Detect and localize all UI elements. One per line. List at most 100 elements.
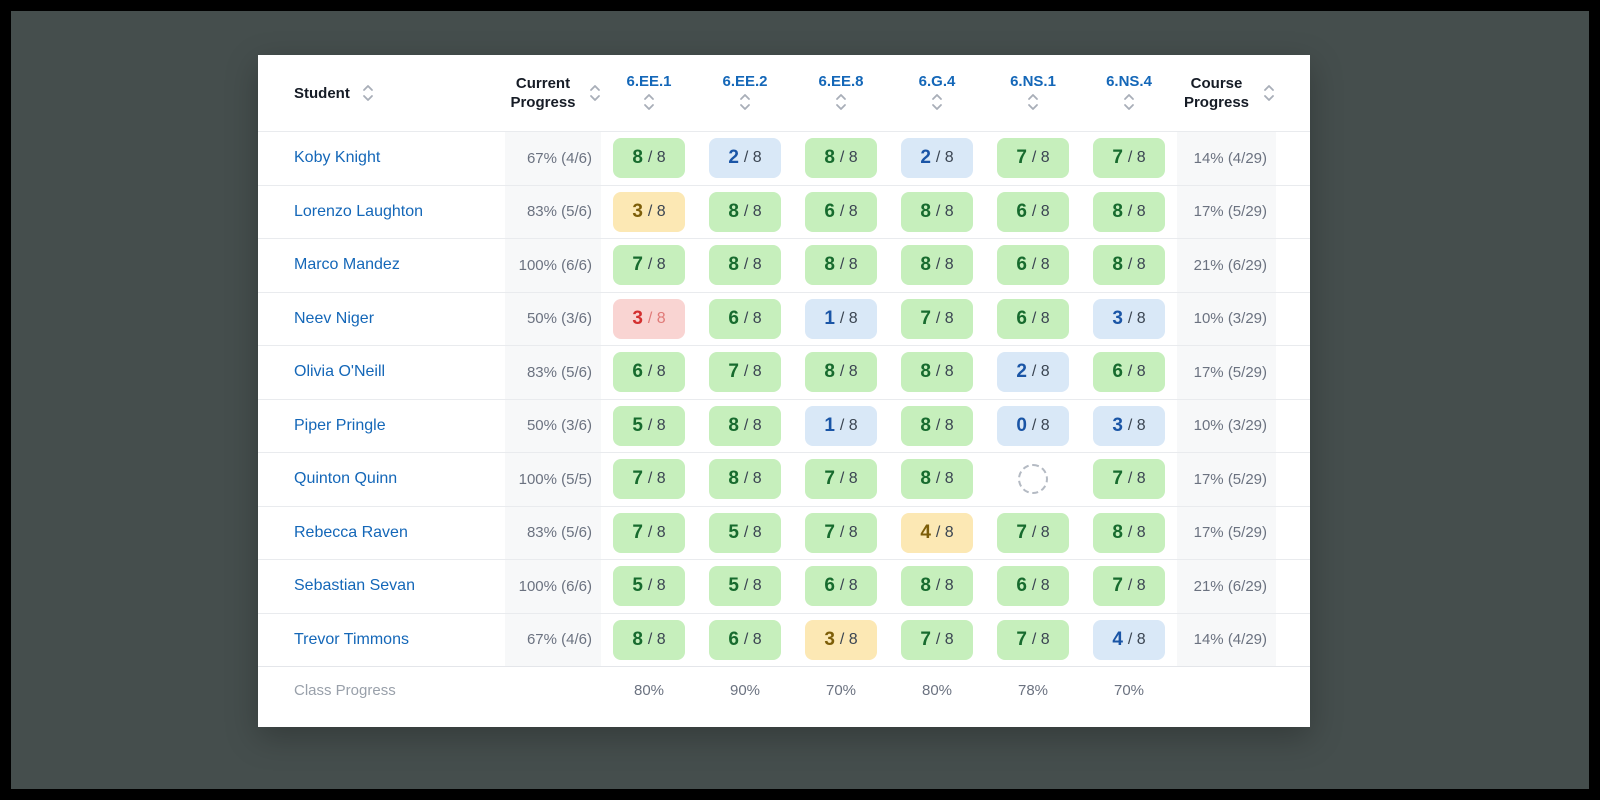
score-chip[interactable]: 8/ 8 xyxy=(709,245,781,286)
student-link[interactable]: Trevor Timmons xyxy=(294,630,409,648)
score-chip[interactable]: 3/ 8 xyxy=(613,298,685,339)
score-chip[interactable]: 2/ 8 xyxy=(709,138,781,179)
column-header-standard[interactable]: 6.G.4 xyxy=(889,73,985,113)
score-chip[interactable]: 7/ 8 xyxy=(997,138,1069,179)
column-header-standard[interactable]: 6.NS.4 xyxy=(1081,73,1177,113)
student-link[interactable]: Olivia O'Neill xyxy=(294,363,386,381)
score-chip[interactable]: 8/ 8 xyxy=(901,459,973,500)
score-cell: 5/ 8 xyxy=(697,560,793,613)
score-chip[interactable]: 3/ 8 xyxy=(613,191,685,232)
course-progress-value: 14% (4/29) xyxy=(1177,132,1276,185)
column-header-standard[interactable]: 6.NS.1 xyxy=(985,73,1081,113)
score-chip[interactable]: 4/ 8 xyxy=(1093,619,1165,660)
score-chip[interactable]: 8/ 8 xyxy=(709,191,781,232)
standard-link[interactable]: 6.G.4 xyxy=(918,73,956,90)
student-link[interactable]: Lorenzo Laughton xyxy=(294,202,423,220)
score-chip[interactable]: 7/ 8 xyxy=(997,619,1069,660)
score-chip[interactable]: 6/ 8 xyxy=(997,566,1069,607)
score-chip[interactable]: 4/ 8 xyxy=(901,512,973,553)
score-chip[interactable]: 0/ 8 xyxy=(997,405,1069,446)
score-chip[interactable]: 7/ 8 xyxy=(805,512,877,553)
column-header-student[interactable]: Student xyxy=(258,82,505,104)
score-chip[interactable]: 8/ 8 xyxy=(613,138,685,179)
score-chip[interactable]: 6/ 8 xyxy=(997,298,1069,339)
score-chip[interactable]: 2/ 8 xyxy=(901,138,973,179)
score-chip[interactable]: 7/ 8 xyxy=(901,298,973,339)
score-chip[interactable]: 5/ 8 xyxy=(709,566,781,607)
score-chip[interactable]: 6/ 8 xyxy=(709,298,781,339)
score-cell: 8/ 8 xyxy=(697,400,793,453)
score-chip[interactable]: 5/ 8 xyxy=(613,405,685,446)
score-chip[interactable]: 3/ 8 xyxy=(1093,405,1165,446)
score-chip[interactable]: 7/ 8 xyxy=(1093,459,1165,500)
score-chip[interactable]: 8/ 8 xyxy=(709,405,781,446)
score-max: / 8 xyxy=(1031,523,1050,541)
table-footer: Class Progress 80% 90% 70% 80% 78% 70% xyxy=(258,666,1310,714)
score-max: / 8 xyxy=(839,202,858,220)
score-chip[interactable]: 7/ 8 xyxy=(613,512,685,553)
score-chip[interactable]: 2/ 8 xyxy=(997,352,1069,393)
score-chip[interactable]: 8/ 8 xyxy=(901,405,973,446)
score-chip[interactable]: 8/ 8 xyxy=(1093,245,1165,286)
score-chip[interactable]: 7/ 8 xyxy=(1093,138,1165,179)
standard-link[interactable]: 6.EE.2 xyxy=(722,73,768,90)
score-chip[interactable]: 3/ 8 xyxy=(805,619,877,660)
student-link[interactable]: Sebastian Sevan xyxy=(294,577,415,595)
score-max: / 8 xyxy=(743,309,762,327)
score-chip[interactable]: 5/ 8 xyxy=(709,512,781,553)
column-header-standard[interactable]: 6.EE.2 xyxy=(697,73,793,113)
score-chip[interactable]: 8/ 8 xyxy=(613,619,685,660)
student-link[interactable]: Neev Niger xyxy=(294,309,375,327)
score-chip[interactable]: 8/ 8 xyxy=(901,245,973,286)
score-chip[interactable]: 6/ 8 xyxy=(1093,352,1165,393)
column-header-current-progress[interactable]: Current Progress xyxy=(505,74,601,112)
score-cell: 7/ 8 xyxy=(1081,453,1177,506)
score-chip[interactable]: 6/ 8 xyxy=(805,566,877,607)
score-chip[interactable]: 7/ 8 xyxy=(709,352,781,393)
score-cell: 1/ 8 xyxy=(793,293,889,346)
score-chip[interactable]: 8/ 8 xyxy=(901,191,973,232)
score-chip[interactable]: 6/ 8 xyxy=(805,191,877,232)
score-chip[interactable]: 7/ 8 xyxy=(613,245,685,286)
score-max: / 8 xyxy=(839,470,858,488)
score-chip[interactable]: 5/ 8 xyxy=(613,566,685,607)
score-chip[interactable]: 8/ 8 xyxy=(901,566,973,607)
score-chip[interactable]: 8/ 8 xyxy=(1093,512,1165,553)
score-chip[interactable]: 1/ 8 xyxy=(805,405,877,446)
score-chip[interactable]: 8/ 8 xyxy=(805,245,877,286)
column-header-standard[interactable]: 6.EE.1 xyxy=(601,73,697,113)
column-header-course-progress[interactable]: Course Progress xyxy=(1177,74,1276,112)
score-chip[interactable]: 6/ 8 xyxy=(709,619,781,660)
score-chip[interactable]: 7/ 8 xyxy=(1093,566,1165,607)
score-chip[interactable]: 6/ 8 xyxy=(997,245,1069,286)
score-chip[interactable]: 7/ 8 xyxy=(997,512,1069,553)
student-link[interactable]: Piper Pringle xyxy=(294,416,386,434)
student-link[interactable]: Rebecca Raven xyxy=(294,523,408,541)
score-cell: 6/ 8 xyxy=(1081,346,1177,399)
current-progress-value: 67% (4/6) xyxy=(505,132,601,185)
score-chip[interactable]: 3/ 8 xyxy=(1093,298,1165,339)
student-link[interactable]: Marco Mandez xyxy=(294,256,400,274)
standard-link[interactable]: 6.EE.8 xyxy=(818,73,864,90)
standard-link[interactable]: 6.EE.1 xyxy=(626,73,672,90)
score-chip[interactable]: 7/ 8 xyxy=(805,459,877,500)
score-chip[interactable]: 6/ 8 xyxy=(613,352,685,393)
score-chip[interactable]: 8/ 8 xyxy=(1093,191,1165,232)
student-link[interactable]: Koby Knight xyxy=(294,149,381,167)
score-chip[interactable]: 7/ 8 xyxy=(901,619,973,660)
standard-link[interactable]: 6.NS.1 xyxy=(1010,73,1056,90)
standard-link[interactable]: 6.NS.4 xyxy=(1106,73,1152,90)
score-chip[interactable]: 6/ 8 xyxy=(997,191,1069,232)
score-value: 8 xyxy=(824,254,835,276)
column-header-standard[interactable]: 6.EE.8 xyxy=(793,73,889,113)
score-chip[interactable]: 8/ 8 xyxy=(901,352,973,393)
score-chip[interactable]: 7/ 8 xyxy=(613,459,685,500)
score-max: / 8 xyxy=(935,470,954,488)
score-chip[interactable]: 8/ 8 xyxy=(709,459,781,500)
score-chip[interactable]: 1/ 8 xyxy=(805,298,877,339)
score-chip[interactable]: 8/ 8 xyxy=(805,352,877,393)
student-link[interactable]: Quinton Quinn xyxy=(294,470,398,488)
score-chip[interactable]: 8/ 8 xyxy=(805,138,877,179)
course-progress-value: 21% (6/29) xyxy=(1177,239,1276,292)
score-max: / 8 xyxy=(743,416,762,434)
